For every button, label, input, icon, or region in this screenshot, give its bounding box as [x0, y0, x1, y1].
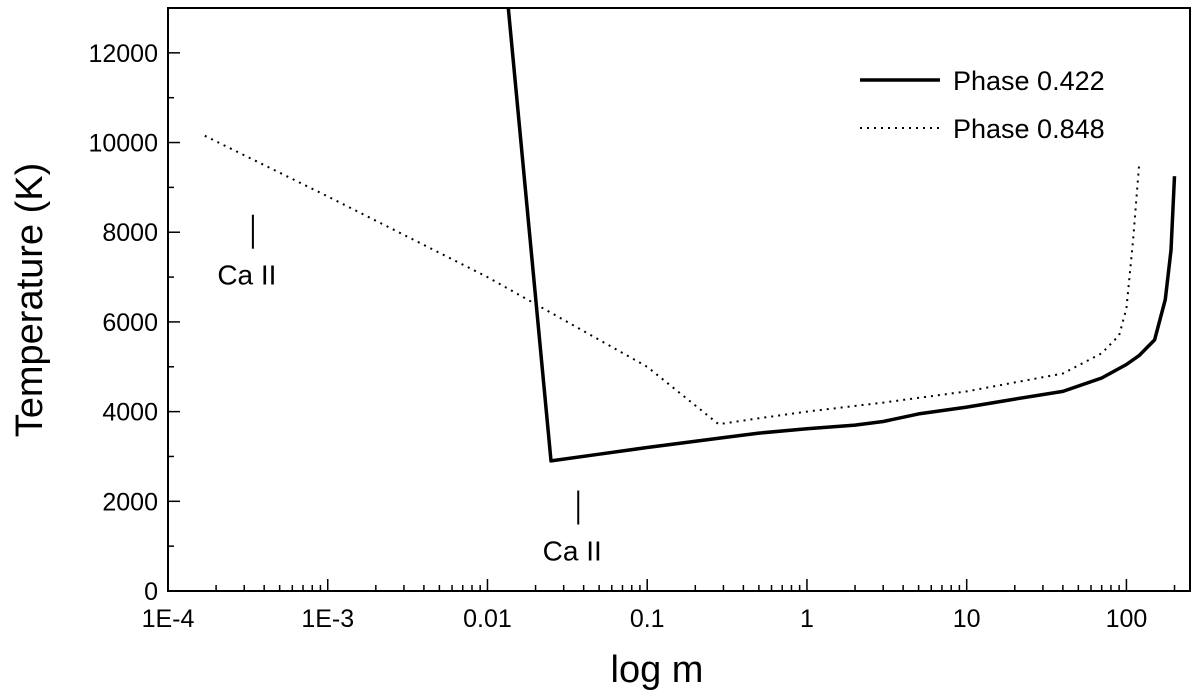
y-tick-label: 0: [144, 578, 158, 606]
series-line-phase-0422: [506, 7, 1177, 463]
plot-frame: [167, 7, 1191, 592]
y-tick-label: 10000: [88, 130, 158, 158]
annotation-label: Ca II: [543, 536, 602, 567]
legend: Phase 0.422 Phase 0.848: [860, 66, 1105, 144]
y-tick-label: 2000: [102, 488, 158, 516]
y-tick-label: 12000: [88, 40, 158, 68]
y-tick-label: 8000: [102, 219, 158, 247]
y-axis-title: Temperature (K): [9, 163, 51, 438]
legend-label-phase-0422: Phase 0.422: [953, 66, 1105, 96]
y-tick-label: 4000: [102, 399, 158, 427]
annotations: Ca II Ca II: [217, 214, 602, 567]
y-tick-label: 6000: [102, 309, 158, 337]
x-tick-label: 1E-3: [301, 605, 354, 633]
x-tick-label: 1: [800, 605, 814, 633]
series-line-phase-0848: [204, 134, 1141, 426]
x-tick-label: 1E-4: [142, 605, 195, 633]
x-tick-label: 0.1: [630, 605, 665, 633]
x-axis-title: log m: [611, 649, 704, 691]
y-axis-ticks: 0 2000 4000 6000 8000 10000 12000: [88, 7, 180, 606]
x-tick-label: 0.01: [463, 605, 512, 633]
legend-label-phase-0848: Phase 0.848: [953, 114, 1105, 144]
series-layer: [204, 7, 1177, 463]
x-tick-label: 10: [953, 605, 981, 633]
annotation-label: Ca II: [217, 260, 276, 291]
x-tick-label: 100: [1106, 605, 1148, 633]
x-axis-ticks: 1E-4 1E-3 0.01 0.1 1 10 100: [142, 579, 1176, 633]
